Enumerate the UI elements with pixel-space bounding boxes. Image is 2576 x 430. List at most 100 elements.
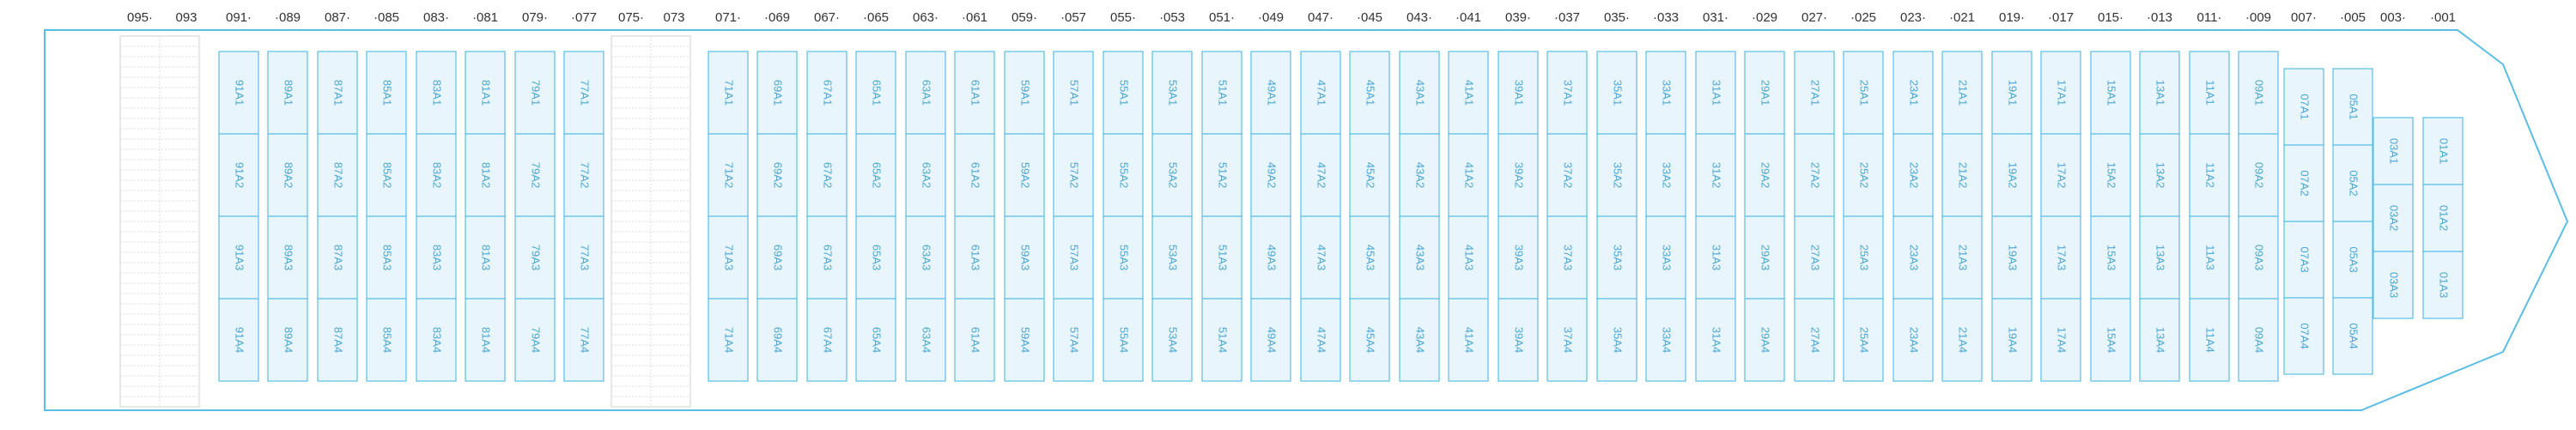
container-slot[interactable]: 37A2 <box>1546 133 1588 217</box>
container-slot[interactable]: 49A2 <box>1250 133 1291 217</box>
container-slot[interactable]: 63A2 <box>905 133 946 217</box>
container-slot[interactable]: 41A2 <box>1448 133 1489 217</box>
container-slot[interactable]: 79A4 <box>514 298 556 382</box>
container-slot[interactable]: 01A1 <box>2422 117 2464 185</box>
container-slot[interactable]: 05A3 <box>2332 221 2373 299</box>
container-slot[interactable]: 17A4 <box>2040 298 2081 382</box>
container-slot[interactable]: 29A2 <box>1744 133 1785 217</box>
container-slot[interactable]: 09A3 <box>2238 215 2279 300</box>
container-slot[interactable]: 69A2 <box>756 133 798 217</box>
container-slot[interactable]: 33A4 <box>1645 298 1686 382</box>
container-slot[interactable]: 41A4 <box>1448 298 1489 382</box>
container-slot[interactable]: 23A2 <box>1893 133 1934 217</box>
container-slot[interactable]: 17A1 <box>2040 51 2081 135</box>
container-slot[interactable]: 15A3 <box>2090 215 2131 300</box>
container-slot[interactable]: 61A2 <box>954 133 995 217</box>
container-slot[interactable]: 63A3 <box>905 215 946 300</box>
container-slot[interactable]: 19A2 <box>1991 133 2032 217</box>
container-slot[interactable]: 67A3 <box>806 215 848 300</box>
container-slot[interactable]: 47A3 <box>1300 215 1341 300</box>
container-slot[interactable]: 61A3 <box>954 215 995 300</box>
container-slot[interactable]: 59A3 <box>1004 215 1045 300</box>
container-slot[interactable]: 41A1 <box>1448 51 1489 135</box>
container-slot[interactable]: 81A2 <box>465 133 506 217</box>
container-slot[interactable]: 05A2 <box>2332 144 2373 222</box>
container-slot[interactable]: 15A2 <box>2090 133 2131 217</box>
container-slot[interactable]: 51A3 <box>1201 215 1242 300</box>
container-slot[interactable]: 43A2 <box>1399 133 1440 217</box>
container-slot[interactable]: 33A1 <box>1645 51 1686 135</box>
container-slot[interactable]: 17A2 <box>2040 133 2081 217</box>
container-slot[interactable]: 83A4 <box>416 298 457 382</box>
container-slot[interactable]: 51A1 <box>1201 51 1242 135</box>
container-slot[interactable]: 35A4 <box>1596 298 1637 382</box>
container-slot[interactable]: 61A1 <box>954 51 995 135</box>
container-slot[interactable]: 87A4 <box>317 298 358 382</box>
container-slot[interactable]: 19A3 <box>1991 215 2032 300</box>
container-slot[interactable]: 83A1 <box>416 51 457 135</box>
container-slot[interactable]: 67A4 <box>806 298 848 382</box>
container-slot[interactable]: 65A4 <box>855 298 896 382</box>
container-slot[interactable]: 45A3 <box>1349 215 1390 300</box>
container-slot[interactable]: 21A3 <box>1941 215 1983 300</box>
container-slot[interactable]: 77A3 <box>563 215 605 300</box>
container-slot[interactable]: 09A4 <box>2238 298 2279 382</box>
container-slot[interactable]: 31A2 <box>1695 133 1736 217</box>
container-slot[interactable]: 37A4 <box>1546 298 1588 382</box>
container-slot[interactable]: 23A4 <box>1893 298 1934 382</box>
container-slot[interactable]: 83A3 <box>416 215 457 300</box>
container-slot[interactable]: 11A2 <box>2189 133 2230 217</box>
container-slot[interactable]: 15A4 <box>2090 298 2131 382</box>
container-slot[interactable]: 19A4 <box>1991 298 2032 382</box>
container-slot[interactable]: 39A3 <box>1498 215 1539 300</box>
container-slot[interactable]: 25A4 <box>1843 298 1884 382</box>
container-slot[interactable]: 53A4 <box>1151 298 1193 382</box>
container-slot[interactable]: 49A1 <box>1250 51 1291 135</box>
container-slot[interactable]: 87A1 <box>317 51 358 135</box>
container-slot[interactable]: 39A2 <box>1498 133 1539 217</box>
container-slot[interactable]: 53A2 <box>1151 133 1193 217</box>
container-slot[interactable]: 11A4 <box>2189 298 2230 382</box>
container-slot[interactable]: 21A2 <box>1941 133 1983 217</box>
container-slot[interactable]: 53A3 <box>1151 215 1193 300</box>
container-slot[interactable]: 87A3 <box>317 215 358 300</box>
container-slot[interactable]: 81A3 <box>465 215 506 300</box>
container-slot[interactable]: 81A4 <box>465 298 506 382</box>
container-slot[interactable]: 65A2 <box>855 133 896 217</box>
container-slot[interactable]: 21A4 <box>1941 298 1983 382</box>
container-slot[interactable]: 55A3 <box>1103 215 1144 300</box>
container-slot[interactable]: 43A4 <box>1399 298 1440 382</box>
container-slot[interactable]: 79A1 <box>514 51 556 135</box>
container-slot[interactable]: 37A1 <box>1546 51 1588 135</box>
container-slot[interactable]: 69A1 <box>756 51 798 135</box>
container-slot[interactable]: 55A1 <box>1103 51 1144 135</box>
container-slot[interactable]: 59A2 <box>1004 133 1045 217</box>
container-slot[interactable]: 03A2 <box>2372 184 2414 252</box>
container-slot[interactable]: 27A4 <box>1794 298 1835 382</box>
container-slot[interactable]: 59A1 <box>1004 51 1045 135</box>
container-slot[interactable]: 85A1 <box>366 51 407 135</box>
container-slot[interactable]: 27A1 <box>1794 51 1835 135</box>
container-slot[interactable]: 55A4 <box>1103 298 1144 382</box>
container-slot[interactable]: 85A4 <box>366 298 407 382</box>
container-slot[interactable]: 07A2 <box>2283 144 2324 222</box>
container-slot[interactable]: 31A1 <box>1695 51 1736 135</box>
container-slot[interactable]: 57A4 <box>1053 298 1094 382</box>
container-slot[interactable]: 67A2 <box>806 133 848 217</box>
container-slot[interactable]: 91A3 <box>218 215 259 300</box>
container-slot[interactable]: 83A2 <box>416 133 457 217</box>
container-slot[interactable]: 85A3 <box>366 215 407 300</box>
container-slot[interactable]: 67A1 <box>806 51 848 135</box>
container-slot[interactable]: 41A3 <box>1448 215 1489 300</box>
container-slot[interactable]: 17A3 <box>2040 215 2081 300</box>
container-slot[interactable]: 27A2 <box>1794 133 1835 217</box>
container-slot[interactable]: 55A2 <box>1103 133 1144 217</box>
container-slot[interactable]: 01A2 <box>2422 184 2464 252</box>
container-slot[interactable]: 89A3 <box>267 215 308 300</box>
container-slot[interactable]: 05A4 <box>2332 297 2373 375</box>
container-slot[interactable]: 07A4 <box>2283 297 2324 375</box>
container-slot[interactable]: 51A2 <box>1201 133 1242 217</box>
container-slot[interactable]: 23A1 <box>1893 51 1934 135</box>
container-slot[interactable]: 45A1 <box>1349 51 1390 135</box>
container-slot[interactable]: 37A3 <box>1546 215 1588 300</box>
